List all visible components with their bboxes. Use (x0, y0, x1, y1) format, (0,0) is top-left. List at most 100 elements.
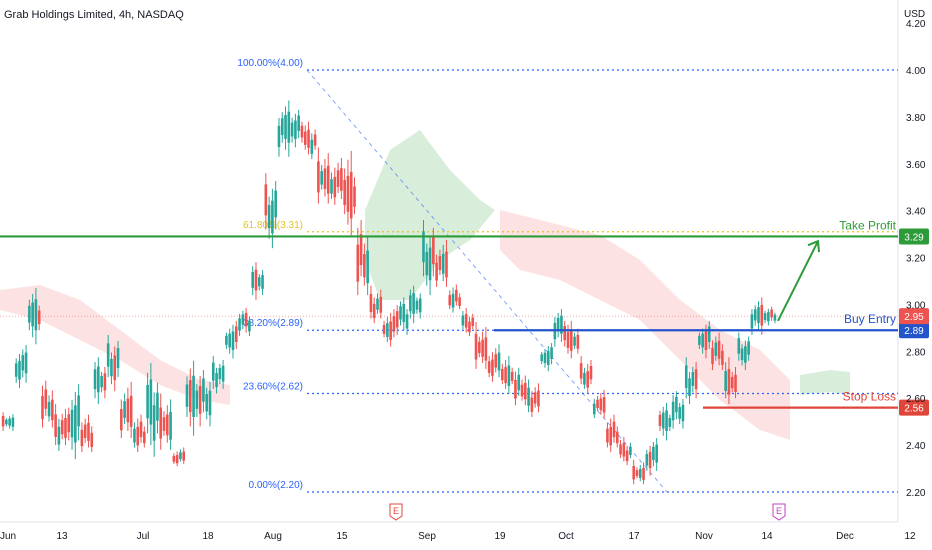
candle-body (103, 373, 107, 391)
candle-body (67, 414, 71, 433)
candle-body (589, 365, 593, 380)
candle-body (28, 305, 31, 323)
candle-body (280, 118, 284, 136)
candle-body (658, 414, 662, 426)
candle-body (156, 392, 159, 421)
candle-body (435, 262, 438, 281)
candle-body (760, 304, 764, 326)
y-tick-label: 2.20 (906, 488, 926, 499)
candle-body (425, 251, 429, 276)
candle-body (606, 428, 609, 443)
candle-body (221, 365, 225, 382)
candle-body (238, 318, 241, 331)
candle-body (730, 376, 734, 389)
candle-body (405, 314, 409, 329)
candle-body (520, 384, 524, 397)
candle-body (349, 171, 353, 219)
candle-body (622, 443, 626, 457)
candle-body (208, 390, 212, 416)
candle-body (402, 303, 406, 323)
candle-body (211, 362, 215, 381)
candle-body (297, 115, 300, 131)
candle-body (740, 348, 744, 361)
candle-body (47, 401, 51, 417)
candle-body (376, 298, 379, 310)
candle-body (290, 122, 294, 137)
symbol-title[interactable]: Grab Holdings Limited, 4h, NASDAQ (4, 9, 184, 21)
level-badge (899, 399, 929, 416)
candle-body (271, 200, 274, 234)
x-tick-label: 18 (202, 531, 214, 542)
cloud-bull (365, 130, 495, 300)
candle-body (336, 170, 340, 188)
candle-body (648, 451, 652, 469)
x-tick-label: Aug (264, 531, 282, 542)
level-badge-value: 2.56 (904, 404, 924, 415)
candle-body (277, 125, 281, 148)
candle-body (248, 320, 251, 332)
earnings-marker[interactable]: E (389, 503, 403, 521)
y-tick-label: 3.40 (906, 207, 926, 218)
candle-body (136, 426, 140, 446)
candle-body (671, 401, 675, 421)
candle-body (274, 190, 277, 218)
candle-body (18, 360, 21, 380)
candle-body (126, 398, 130, 423)
candle-body (494, 354, 498, 368)
candle-body (763, 313, 767, 321)
candle-body (386, 323, 389, 337)
earnings-marker-label: E (776, 506, 782, 516)
candle-body (106, 343, 110, 367)
candle-body (129, 395, 133, 427)
candle-body (356, 244, 360, 282)
candle-body (566, 331, 570, 348)
candle-body (14, 363, 18, 377)
fib-level-label: 23.60%(2.62) (243, 382, 303, 393)
earnings-marker[interactable]: E (772, 503, 786, 521)
y-tick-label: 3.60 (906, 160, 926, 171)
x-tick-label: 17 (628, 531, 640, 542)
x-tick-label: Nov (695, 531, 713, 542)
candle-body (415, 300, 419, 310)
candle-body (169, 411, 172, 440)
x-tick-label: 19 (494, 531, 506, 542)
candle-body (139, 421, 143, 438)
candle-body (747, 341, 750, 355)
last-price-value: 2.95 (904, 312, 924, 323)
candle-body (366, 250, 369, 284)
level-label-stop-loss: Stop Loss (843, 390, 896, 404)
candle-body (254, 269, 258, 291)
candle-body (143, 431, 146, 444)
candle-body (37, 310, 41, 325)
x-tick-label: 13 (56, 531, 68, 542)
candle-body (579, 363, 583, 379)
candle-body (343, 179, 346, 206)
candle-body (363, 254, 366, 278)
y-tick-label: 2.40 (906, 441, 926, 452)
cloud-group (0, 130, 850, 440)
candle-body (770, 309, 773, 318)
x-tick-label: 15 (336, 531, 348, 542)
candle-body (310, 139, 314, 154)
candle-body (711, 347, 714, 365)
candle-body (750, 314, 754, 329)
candle-body (340, 168, 343, 191)
candle-body (300, 125, 304, 138)
candle-body (21, 355, 25, 371)
candle-body (635, 470, 639, 477)
candle-body (116, 348, 120, 369)
candle-body (619, 444, 622, 455)
last-price-badge (899, 308, 929, 325)
y-tick-label: 3.20 (906, 254, 926, 265)
x-tick-label: Oct (558, 531, 574, 542)
level-label-take-profit: Take Profit (839, 218, 896, 232)
candle-body (615, 431, 619, 444)
candle-body (448, 295, 452, 306)
candle-body (497, 352, 501, 371)
candle-body (24, 352, 28, 374)
candle-body (152, 405, 156, 441)
candle-body (313, 134, 317, 146)
candle-body (399, 306, 402, 320)
